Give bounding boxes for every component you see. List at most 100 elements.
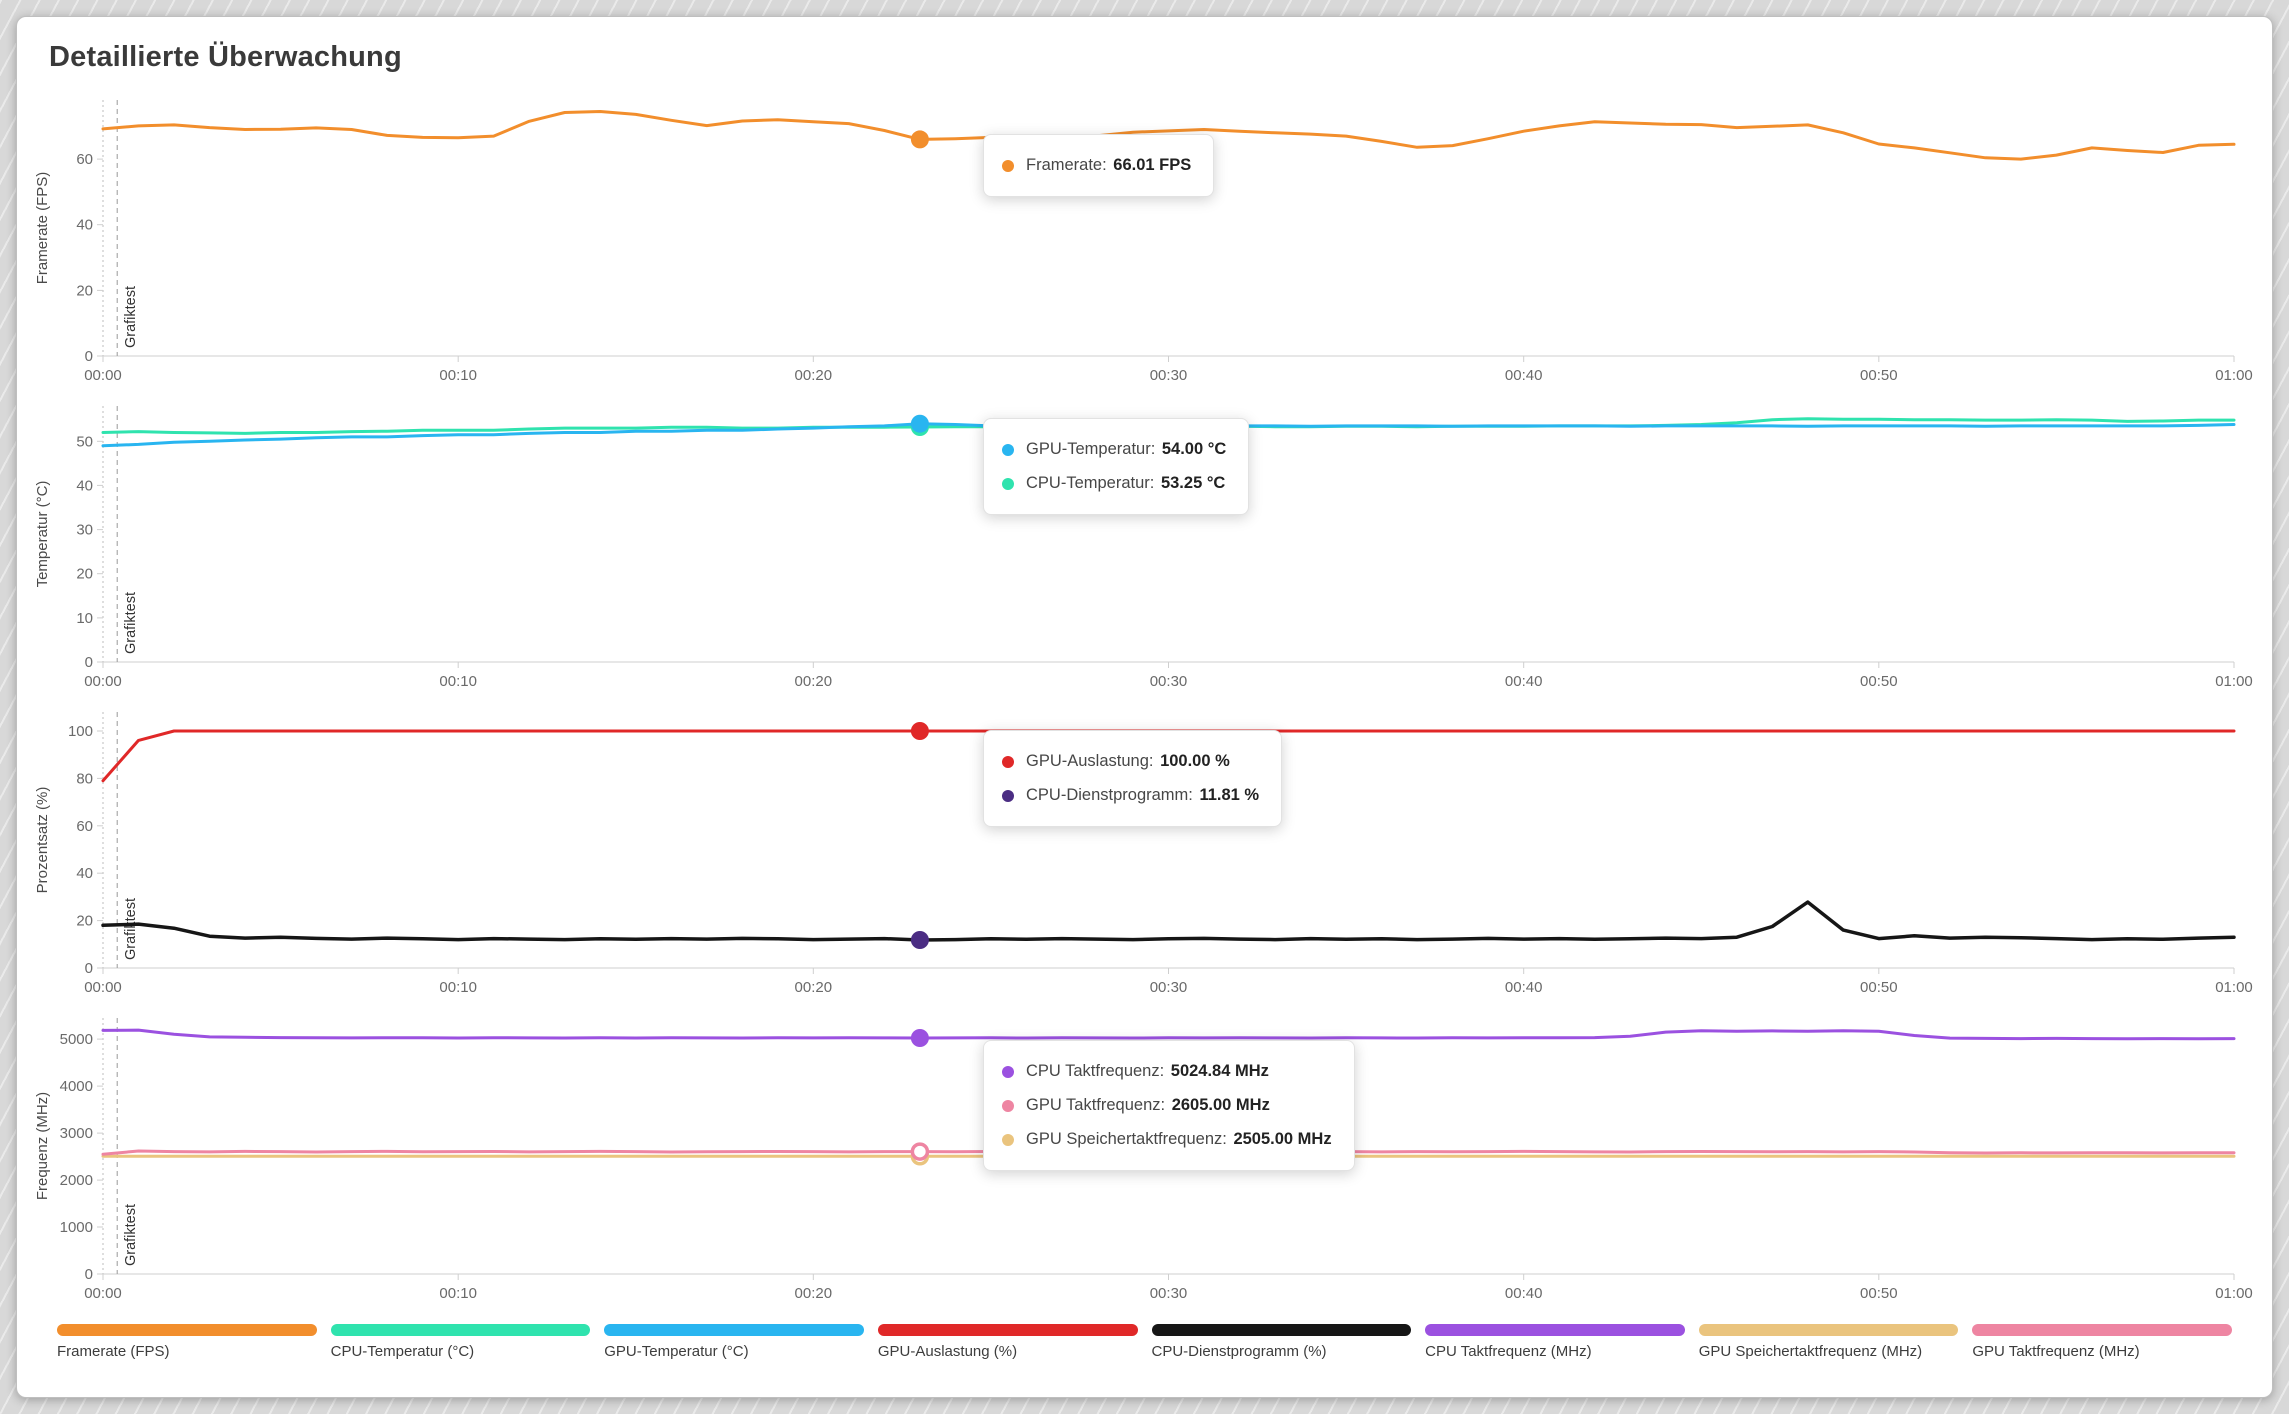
series-dot-icon <box>1002 443 1014 456</box>
series-dot-icon <box>1002 789 1014 802</box>
annotation-label: Grafiktest <box>123 1204 139 1266</box>
y-axis-title: Prozentsatz (%) <box>34 787 51 894</box>
tooltip-row: GPU-Auslastung: 100.00 % <box>1002 752 1259 771</box>
cursor-marker <box>910 130 929 149</box>
tooltip-value: 11.81 % <box>1199 786 1260 804</box>
frequency-chart: Frequenz (MHz) 0 1000 2000 3000 4000 5000 00:00… <box>31 1006 2258 1308</box>
legend-label: GPU-Auslastung (%) <box>877 1343 1018 1360</box>
x-tick-label: 00:40 <box>1505 979 1543 996</box>
y-tick-label: 20 <box>76 566 93 583</box>
legend-color-bar <box>57 1324 317 1336</box>
tooltip-value: 5024.84 MHz <box>1170 1062 1269 1080</box>
legend-label: CPU-Temperatur (°C) <box>330 1343 475 1360</box>
tooltip-label: GPU-Auslastung: 100.00 % <box>1026 752 1230 770</box>
y-tick-label: 5000 <box>60 1031 93 1048</box>
page-title: Detaillierte Überwachung <box>49 41 402 73</box>
y-tick-label: 2000 <box>60 1172 93 1189</box>
legend-item-framerate-fps[interactable]: Framerate (FPS) <box>57 1324 317 1360</box>
y-tick-label: 20 <box>76 913 93 930</box>
y-tick-label: 0 <box>85 960 93 977</box>
legend-label: Framerate (FPS) <box>57 1343 170 1360</box>
series-dot-icon <box>1002 159 1014 172</box>
series-dot-icon <box>1002 1099 1014 1112</box>
x-tick-label: 00:10 <box>439 673 477 690</box>
x-tick-label: 00:40 <box>1505 367 1543 384</box>
tooltip-row: CPU Taktfrequenz: 5024.84 MHz <box>1002 1062 1332 1081</box>
x-tick-label: 00:50 <box>1860 979 1898 996</box>
cursor-marker <box>910 931 929 949</box>
legend-color-bar <box>877 1324 1138 1336</box>
series-dot-icon <box>1002 1133 1014 1146</box>
temperature-tooltip: GPU-Temperatur: 54.00 °C CPU-Temperatur: … <box>983 418 1250 515</box>
y-axis-title: Frequenz (MHz) <box>34 1092 51 1200</box>
legend-label: CPU-Dienstprogramm (%) <box>1151 1343 1327 1360</box>
y-tick-label: 60 <box>76 818 93 835</box>
x-tick-label: 00:30 <box>1150 979 1188 996</box>
frequency-tooltip: CPU Taktfrequenz: 5024.84 MHz GPU Taktfre… <box>983 1040 1355 1171</box>
y-tick-label: 10 <box>76 610 93 627</box>
legend-color-bar <box>1972 1324 2232 1336</box>
legend-item-cpu-dienstprogramm[interactable]: CPU-Dienstprogramm (%) <box>1151 1324 1412 1360</box>
x-tick-label: 00:20 <box>795 1285 833 1302</box>
legend-item-gpu-auslastung[interactable]: GPU-Auslastung (%) <box>877 1324 1138 1360</box>
legend-item-gpu-taktfrequenz-mhz[interactable]: GPU Taktfrequenz (MHz) <box>1972 1324 2232 1360</box>
cursor-marker <box>910 414 929 433</box>
tooltip-label: CPU-Dienstprogramm: 11.81 % <box>1026 786 1260 804</box>
x-tick-label: 00:00 <box>84 367 122 384</box>
x-tick-label: 00:10 <box>439 979 477 996</box>
y-tick-label: 50 <box>76 433 93 450</box>
monitoring-card: Detaillierte Überwachung Framerate (FPS)… <box>16 16 2273 1398</box>
tooltip-row: GPU Taktfrequenz: 2605.00 MHz <box>1002 1096 1332 1115</box>
legend-item-gpu-temperatur-c[interactable]: GPU-Temperatur (°C) <box>604 1324 864 1360</box>
y-tick-label: 0 <box>85 654 93 671</box>
y-tick-label: 40 <box>76 865 93 882</box>
legend-item-cpu-taktfrequenz-mhz[interactable]: CPU Taktfrequenz (MHz) <box>1425 1324 1685 1360</box>
x-tick-label: 00:40 <box>1505 1285 1543 1302</box>
tooltip-label: CPU Taktfrequenz: 5024.84 MHz <box>1026 1062 1269 1080</box>
framerate-plot[interactable]: Framerate (FPS) 0 20 40 60 00:00 00:10 00:20 00:… <box>31 88 2260 390</box>
x-tick-label: 00:50 <box>1860 367 1898 384</box>
x-tick-label: 00:20 <box>795 979 833 996</box>
tooltip-row: CPU-Dienstprogramm: 11.81 % <box>1002 786 1259 805</box>
legend-color-bar <box>1698 1324 1959 1336</box>
tooltip-label: GPU-Temperatur: 54.00 °C <box>1026 440 1227 458</box>
legend: Framerate (FPS) CPU-Temperatur (°C) GPU-Te… <box>31 1312 2258 1360</box>
legend-item-gpu-speichertaktfrequenz-mhz[interactable]: GPU Speichertaktfrequenz (MHz) <box>1698 1324 1959 1360</box>
x-tick-label: 00:50 <box>1860 1285 1898 1302</box>
tooltip-row: CPU-Temperatur: 53.25 °C <box>1002 474 1226 493</box>
x-tick-label: 00:10 <box>439 1285 477 1302</box>
tooltip-row: Framerate: 66.01 FPS <box>1002 156 1191 175</box>
tooltip-value: 2605.00 MHz <box>1171 1096 1270 1114</box>
legend-label: GPU Speichertaktfrequenz (MHz) <box>1698 1343 1923 1360</box>
y-tick-label: 80 <box>76 770 93 787</box>
tooltip-label: GPU Taktfrequenz: 2605.00 MHz <box>1026 1096 1270 1114</box>
y-tick-label: 0 <box>85 348 93 365</box>
tooltip-label: Framerate: 66.01 FPS <box>1026 156 1192 174</box>
x-tick-label: 01:00 <box>2215 979 2253 996</box>
y-tick-label: 60 <box>76 151 93 168</box>
tooltip-value: 2505.00 MHz <box>1233 1130 1332 1148</box>
x-tick-label: 00:20 <box>795 673 833 690</box>
annotation-label: Grafiktest <box>123 286 139 348</box>
tooltip-value: 54.00 °C <box>1161 440 1227 458</box>
legend-item-cpu-temperatur-c[interactable]: CPU-Temperatur (°C) <box>330 1324 591 1360</box>
y-tick-label: 40 <box>76 217 93 234</box>
x-tick-label: 00:20 <box>795 367 833 384</box>
y-tick-label: 40 <box>76 477 93 494</box>
legend-label: CPU Taktfrequenz (MHz) <box>1425 1343 1592 1360</box>
y-tick-label: 20 <box>76 282 93 299</box>
legend-label: GPU-Temperatur (°C) <box>604 1343 749 1360</box>
cursor-marker <box>910 1029 929 1047</box>
y-axis-title: Framerate (FPS) <box>34 172 51 285</box>
percentage-chart: Prozentsatz (%) 0 20 40 60 80 100 00:00 00:10 00:… <box>31 700 2258 1002</box>
tooltip-row: GPU Speichertaktfrequenz: 2505.00 MHz <box>1002 1130 1332 1149</box>
x-tick-label: 01:00 <box>2215 367 2253 384</box>
cursor-marker <box>910 722 929 740</box>
framerate-chart: Framerate (FPS) 0 20 40 60 00:00 00:10 00:20 00:… <box>31 88 2258 390</box>
tooltip-label: GPU Speichertaktfrequenz: 2505.00 MHz <box>1026 1130 1332 1148</box>
cursor-marker <box>910 1142 930 1161</box>
temperature-chart: Temperatur (°C) 0 10 20 30 40 50 00:00 00:10 00:2… <box>31 394 2258 696</box>
tooltip-value: 100.00 % <box>1160 752 1230 770</box>
x-tick-label: 00:50 <box>1860 673 1898 690</box>
y-tick-label: 3000 <box>60 1125 93 1142</box>
